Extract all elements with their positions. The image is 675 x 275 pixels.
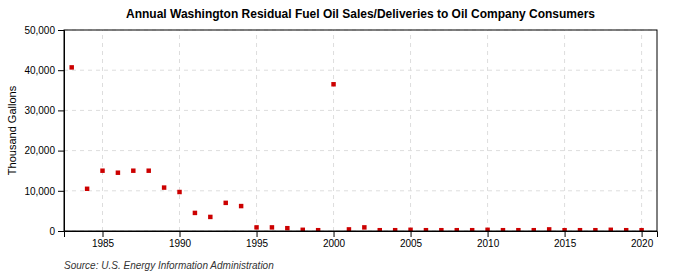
tick-label: 2005 bbox=[400, 238, 423, 249]
tick-mark bbox=[565, 231, 566, 237]
plot-frame bbox=[64, 30, 657, 231]
grid-line bbox=[410, 30, 411, 231]
axis: 1985 1990 1995 2000 2005 2010 2015 2020 bbox=[65, 231, 658, 249]
title: Annual Washington Residual Fuel Oil Sale… bbox=[126, 7, 595, 21]
point bbox=[85, 187, 89, 191]
point bbox=[331, 82, 335, 86]
tick: 2010 bbox=[477, 231, 500, 249]
grid-line bbox=[64, 150, 657, 151]
tick-mark bbox=[58, 151, 64, 152]
point bbox=[69, 65, 73, 69]
point bbox=[254, 225, 258, 229]
tick-label: 40,000 bbox=[24, 65, 55, 76]
point bbox=[362, 225, 366, 229]
grid-line bbox=[256, 30, 257, 231]
tick: 20,000 bbox=[24, 145, 64, 156]
chart: 1985 1990 1995 2000 2005 2010 2015 2020 0 10,000 2… bbox=[0, 0, 675, 275]
tick-label: 1990 bbox=[169, 238, 192, 249]
points bbox=[69, 65, 643, 231]
annotation: Source: U.S. Energy Information Administ… bbox=[64, 260, 274, 271]
tick: 2020 bbox=[631, 231, 654, 249]
grid-line bbox=[64, 70, 657, 71]
grid-line bbox=[179, 30, 180, 231]
tick-mark bbox=[58, 70, 64, 71]
point bbox=[193, 211, 197, 215]
point bbox=[177, 190, 181, 194]
tick-mark bbox=[58, 110, 64, 111]
point bbox=[285, 226, 289, 230]
tick: 1990 bbox=[169, 231, 192, 249]
point bbox=[162, 185, 166, 189]
tick: 30,000 bbox=[24, 105, 64, 116]
tick-mark bbox=[180, 231, 181, 237]
tick: 10,000 bbox=[24, 186, 64, 197]
tick-label: 2010 bbox=[477, 238, 500, 249]
point bbox=[223, 201, 227, 205]
grid-line bbox=[64, 190, 657, 191]
tick: 0 bbox=[49, 226, 64, 237]
point bbox=[239, 204, 243, 208]
tick-label: 2000 bbox=[323, 238, 346, 249]
tick-label: 50,000 bbox=[24, 25, 55, 36]
point bbox=[208, 215, 212, 219]
point bbox=[547, 227, 551, 231]
point bbox=[485, 228, 489, 231]
tick-label: 2020 bbox=[631, 238, 654, 249]
point bbox=[347, 227, 351, 231]
axis: 0 10,000 20,000 30,000 40,000 50,000 bbox=[24, 25, 64, 237]
grid bbox=[64, 30, 657, 231]
tick-label: 1995 bbox=[246, 238, 269, 249]
axis-title: Thousand Gallons bbox=[6, 85, 18, 175]
tick: 2015 bbox=[554, 231, 577, 249]
tick-mark bbox=[488, 231, 489, 237]
tick: 2000 bbox=[323, 231, 346, 249]
grid-line bbox=[64, 110, 657, 111]
tick: 50,000 bbox=[24, 25, 64, 36]
point bbox=[116, 170, 120, 174]
grid-line bbox=[333, 30, 334, 231]
grid-line bbox=[487, 30, 488, 231]
grid-line bbox=[564, 30, 565, 231]
axis-line bbox=[65, 232, 658, 238]
grid-line bbox=[102, 30, 103, 231]
point bbox=[131, 168, 135, 172]
point bbox=[270, 225, 274, 229]
tick-mark bbox=[257, 231, 258, 237]
tick-label: 30,000 bbox=[24, 105, 55, 116]
tick-mark bbox=[58, 231, 64, 232]
tick: 2005 bbox=[400, 231, 423, 249]
point bbox=[301, 228, 305, 231]
point bbox=[146, 168, 150, 172]
tick-label: 0 bbox=[49, 226, 55, 237]
point bbox=[609, 228, 613, 231]
tick-label: 1985 bbox=[92, 238, 115, 249]
tick-mark bbox=[103, 231, 104, 237]
tick-label: 20,000 bbox=[24, 145, 55, 156]
tick: 1985 bbox=[92, 231, 115, 249]
tick-mark bbox=[334, 231, 335, 237]
grid-line bbox=[641, 30, 642, 231]
tick-mark bbox=[58, 191, 64, 192]
tick: 40,000 bbox=[24, 65, 64, 76]
tick-label: 10,000 bbox=[24, 186, 55, 197]
tick-mark bbox=[411, 231, 412, 237]
point bbox=[408, 228, 412, 231]
tick-label: 2015 bbox=[554, 238, 577, 249]
tick-mark bbox=[642, 231, 643, 237]
tick: 1995 bbox=[246, 231, 269, 249]
point bbox=[100, 168, 104, 172]
tick-mark bbox=[58, 30, 64, 31]
